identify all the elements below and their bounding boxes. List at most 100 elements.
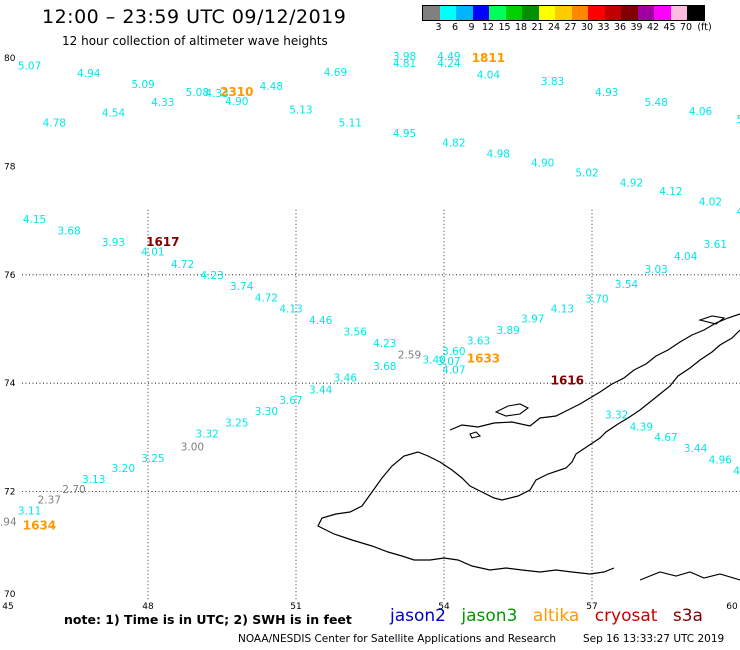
wave-height-label: 3.70 (585, 293, 608, 305)
wave-height-label: 5.02 (575, 168, 598, 180)
wave-height-label: 3.32 (605, 409, 628, 421)
wave-height-label: 4.69 (324, 67, 347, 79)
legend-swatch (604, 6, 621, 20)
legend-swatch (522, 6, 539, 20)
wave-height-label: 4.12 (659, 186, 682, 198)
chart-title: 12:00 – 23:59 UTC 09/12/2019 (42, 6, 347, 28)
wave-height-label: 4.07 (442, 364, 465, 376)
lon-tick-57: 57 (586, 602, 597, 612)
wave-height-label: 3.89 (496, 325, 519, 337)
pass-time-label: 1811 (472, 51, 505, 65)
legend-unit: (ft) (697, 22, 712, 33)
legend-swatches (422, 5, 705, 21)
wave-height-label: 4.04 (674, 251, 698, 263)
wave-height-label: 3.25 (141, 453, 164, 465)
wave-height-label: 4.78 (43, 117, 66, 129)
wave-height-label: 3.40 (422, 355, 445, 367)
wave-height-label: 4.72 (171, 259, 194, 271)
wave-height-label: 3.11 (18, 505, 41, 517)
wave-height-label: 5.07 (18, 60, 41, 72)
satellite-s3a: s3a (672, 606, 703, 626)
chart-subtitle: 12 hour collection of altimeter wave hei… (62, 34, 328, 48)
lat-tick-76: 76 (4, 271, 16, 281)
lon-tick-60: 60 (726, 602, 738, 612)
lon-tick-54: 54 (438, 602, 450, 612)
legend-swatch (456, 6, 473, 20)
lat-tick-78: 78 (4, 162, 16, 172)
wave-height-label: 4.90 (225, 96, 248, 108)
wave-height-label: 4.33 (151, 97, 174, 109)
legend-ticks: 3 6 9 12 15 18 21 24 27 30 33 36 39 42 45 70 (ft) (422, 22, 711, 36)
wave-height-label: 4.93 (595, 87, 618, 99)
legend-tick-label: 39 (630, 22, 643, 33)
wave-height-label: 5.11 (339, 117, 362, 129)
wave-height-label: 3.54 (615, 279, 639, 291)
legend-swatch (439, 6, 456, 20)
wave-height-label: 3.03 (644, 264, 667, 276)
wave-height-label: 3.67 (279, 395, 302, 407)
legend-tick-label: 15 (498, 22, 511, 33)
wave-height-label: 4.46 (309, 315, 333, 327)
satellite-legend: jason2 jason3 altika cryosat s3a (390, 606, 713, 626)
wave-height-label: 2.70 (62, 484, 85, 496)
wave-height-label: 4.06 (689, 106, 713, 118)
legend-tick-label: 6 (451, 22, 459, 33)
wave-height-label: 3.68 (57, 226, 80, 238)
wave-height-label: 4.33 (205, 88, 228, 100)
legend-swatch (423, 6, 440, 20)
wave-height-label: 4.04 (477, 70, 501, 82)
legend-tick-label: 12 (481, 22, 495, 33)
wave-height-label: 3.46 (334, 373, 358, 385)
wave-height-label: 3.25 (225, 418, 248, 430)
legend-tick-label: 24 (547, 22, 561, 33)
wave-height-label: 3.07 (437, 356, 460, 368)
wave-height-label: 4.82 (442, 137, 465, 149)
wave-height-label: 4.90 (531, 157, 554, 169)
lat-tick-74: 74 (4, 379, 16, 389)
wave-height-label: 3.60 (442, 346, 465, 358)
legend-tick-label: 42 (646, 22, 660, 33)
wave-height-label: 5.08 (186, 87, 209, 99)
wave-height-label: 3.20 (112, 463, 135, 475)
wave-height-label: 3.83 (541, 76, 564, 88)
wave-height-label: 4.01 (141, 246, 164, 258)
wave-height-label: 4.23 (373, 338, 396, 350)
legend-tick-label: 70 (679, 22, 693, 33)
wave-height-label: 3.44 (684, 443, 708, 455)
legend-swatch (555, 6, 572, 20)
wave-height-label: 4.23 (200, 270, 223, 282)
lat-tick-80: 80 (4, 54, 16, 64)
legend-swatch (538, 6, 555, 20)
satellite-jason2: jason2 (390, 606, 446, 626)
legend-tick-label: 18 (514, 22, 528, 33)
wave-height-label: 4.98 (487, 149, 510, 161)
wave-height-label: 3.97 (521, 313, 544, 325)
wave-height-label: 3.30 (255, 406, 278, 418)
pass-time-label: 1617 (146, 235, 179, 249)
satellite-cryosat: cryosat (594, 606, 658, 626)
lon-tick-45: 45 (2, 602, 13, 612)
legend-swatch (687, 6, 704, 20)
wave-height-label: 4.48 (260, 81, 283, 93)
pass-time-label: 1634 (23, 519, 56, 533)
wave-height-label: 5.48 (644, 97, 667, 109)
wave-height-label: 2.37 (38, 495, 61, 507)
wave-height-label: 3.93 (102, 237, 125, 249)
wave-height-label: 4.96 (709, 454, 733, 466)
legend-swatch (588, 6, 605, 20)
wave-height-label: 3.61 (704, 239, 727, 251)
wave-height-label: 4 (737, 206, 740, 218)
wave-height-label: 3.32 (196, 428, 219, 440)
pass-time-label: 1616 (551, 373, 584, 387)
coastline-novaya-zemlya-south (317, 313, 740, 575)
color-legend: 3 6 9 12 15 18 21 24 27 30 33 36 39 42 45 70 (ft) (422, 5, 712, 36)
wave-height-label: 4.02 (699, 196, 722, 208)
wave-height-label: 5.09 (131, 79, 154, 91)
legend-tick-label: 21 (531, 22, 544, 33)
wave-height-label: 4.15 (23, 214, 46, 226)
wave-height-label: 5 (737, 114, 740, 126)
wave-height-label: 5.13 (289, 104, 312, 116)
coastline-islands (469, 315, 740, 581)
legend-swatch (637, 6, 654, 20)
